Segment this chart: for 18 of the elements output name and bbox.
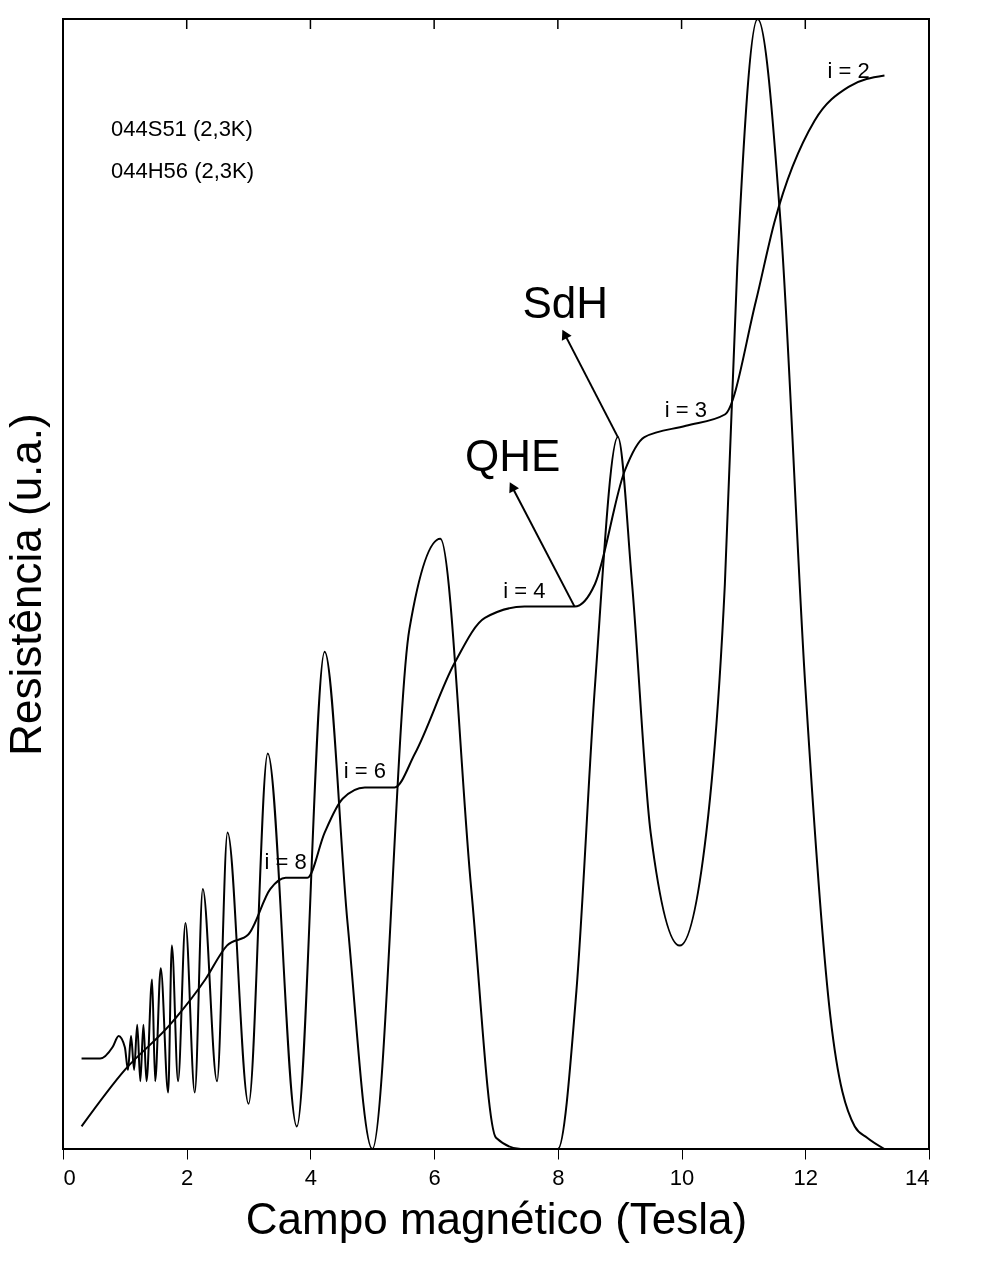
x-tick-label: 10 [669, 1164, 695, 1190]
x-tick-label: 8 [552, 1164, 565, 1190]
x-tick-label: 4 [304, 1164, 318, 1190]
annotation: i = 4 [503, 577, 546, 603]
annotation: i = 6 [343, 758, 386, 784]
annotation: 044S51 (2,3K) [111, 116, 253, 141]
annotation: i = 3 [664, 396, 707, 422]
x-tick-label: 12 [793, 1164, 819, 1190]
x-axis-title: Campo magnético (Tesla) [245, 1193, 748, 1243]
annotation: i = 2 [827, 57, 870, 83]
x-tick-label: 0 [63, 1164, 76, 1190]
y-axis-title: Resistência (u.a.) [0, 413, 50, 756]
annotation: SdH [522, 278, 609, 328]
x-tick-label: 14 [905, 1164, 930, 1190]
x-tick-label: 2 [181, 1164, 194, 1190]
annotation: 044H56 (2,3K) [111, 158, 255, 183]
annotation: QHE [465, 430, 561, 480]
x-tick-label: 6 [428, 1164, 441, 1190]
